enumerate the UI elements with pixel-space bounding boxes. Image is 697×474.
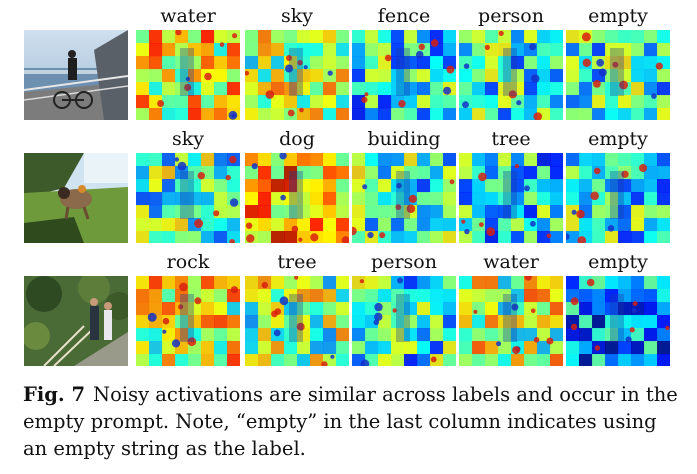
heatmap-image: [352, 276, 456, 366]
label: person: [371, 251, 437, 273]
label: sky: [172, 128, 204, 150]
heatmap-cell: water: [136, 0, 240, 122]
heatmap-cell: dog: [245, 123, 349, 245]
heatmap-image: [352, 153, 456, 243]
garden-steps-people-photo: [24, 276, 128, 366]
heatmap-image: [136, 153, 240, 243]
label: sky: [281, 5, 313, 27]
heatmap-image: [566, 153, 670, 243]
heatmap-cell: sky: [245, 0, 349, 122]
pier-cyclist-photo: [24, 30, 128, 120]
heatmap-cell: buiding: [352, 123, 456, 245]
label: person: [478, 5, 544, 27]
figure-row: sky dog buiding tree empty: [0, 123, 697, 245]
label: fence: [377, 5, 431, 27]
heatmap-cell: tree: [245, 246, 349, 368]
figure-row: water sky fence person empty: [0, 0, 697, 122]
label: water: [160, 5, 216, 27]
label: tree: [277, 251, 317, 273]
heatmap-image: [245, 276, 349, 366]
figure-number: Fig. 7: [23, 383, 86, 406]
heatmap-image: [566, 276, 670, 366]
heatmap-cell: empty: [566, 246, 670, 368]
heatmap-image: [459, 30, 563, 120]
heatmap-image: [352, 30, 456, 120]
heatmap-image: [245, 153, 349, 243]
heatmap-cell: water: [459, 246, 563, 368]
heatmap-image: [136, 276, 240, 366]
label: empty: [588, 5, 648, 27]
figure-row: rock tree person water empty: [0, 246, 697, 368]
heatmap-image: [245, 30, 349, 120]
heatmap-cell: person: [352, 246, 456, 368]
label: empty: [588, 128, 648, 150]
label: rock: [166, 251, 210, 273]
label: dog: [279, 128, 315, 150]
heatmap-cell: tree: [459, 123, 563, 245]
figure-7: water sky fence person empty: [0, 0, 697, 368]
label: buiding: [367, 128, 441, 150]
heatmap-cell: empty: [566, 123, 670, 245]
label: tree: [491, 128, 531, 150]
heatmap-image: [459, 276, 563, 366]
heatmap-cell: fence: [352, 0, 456, 122]
heatmap-cell: empty: [566, 0, 670, 122]
dog-on-grass-photo: [24, 153, 128, 243]
figure-caption: Fig. 7 Noisy activations are similar acro…: [23, 381, 683, 462]
heatmap-cell: rock: [136, 246, 240, 368]
label: water: [483, 251, 539, 273]
heatmap-image: [136, 30, 240, 120]
heatmap-image: [566, 30, 670, 120]
label: empty: [588, 251, 648, 273]
caption-text: Noisy activations are similar across lab…: [23, 383, 678, 460]
heatmap-cell: sky: [136, 123, 240, 245]
heatmap-image: [459, 153, 563, 243]
heatmap-cell: person: [459, 0, 563, 122]
